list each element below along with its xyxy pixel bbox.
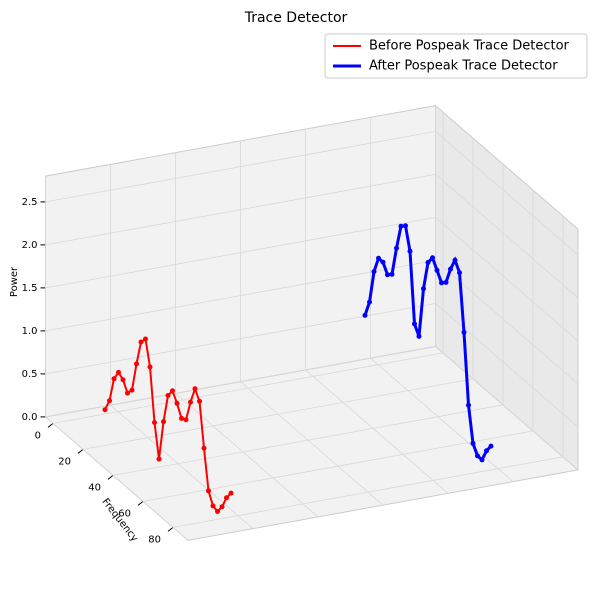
- point: [156, 456, 162, 462]
- point: [192, 386, 198, 392]
- point: [165, 393, 171, 398]
- point: [416, 333, 422, 339]
- x-tick-label: 80: [148, 534, 161, 545]
- point: [138, 339, 144, 345]
- y-axis-label: Power: [9, 266, 20, 297]
- y-tick-label: 0.5: [22, 369, 38, 380]
- point: [183, 417, 189, 423]
- point: [389, 271, 395, 277]
- x-tick-label: 60: [118, 508, 131, 519]
- y-tick-label: 1.5: [22, 283, 38, 294]
- point: [452, 257, 458, 263]
- legend-box: [324, 33, 588, 79]
- point: [174, 400, 180, 406]
- point: [152, 420, 157, 425]
- point: [407, 248, 413, 254]
- chart-title: Trace Detector: [244, 10, 348, 26]
- depth-grid-line: [175, 152, 319, 518]
- point: [479, 457, 485, 463]
- point: [179, 415, 184, 421]
- legend-label: Before Pospeak Trace Detector: [369, 39, 570, 54]
- x-tick: [167, 527, 174, 532]
- x-tick-label: 40: [88, 482, 101, 493]
- point: [448, 266, 453, 272]
- y-tick-label: 2.5: [22, 197, 38, 208]
- depth-grid-line: [45, 176, 189, 541]
- point: [439, 280, 444, 286]
- y-tick-label: 0.0: [22, 412, 38, 423]
- point: [147, 364, 153, 370]
- point: [143, 336, 148, 342]
- point: [362, 312, 368, 318]
- point: [125, 390, 130, 396]
- point: [434, 267, 440, 273]
- point: [228, 490, 234, 496]
- point: [201, 445, 207, 451]
- point: [475, 453, 480, 459]
- point: [111, 376, 117, 382]
- point: [394, 245, 399, 251]
- point: [206, 488, 211, 494]
- point: [488, 443, 494, 449]
- depth-grid-line: [370, 117, 514, 482]
- depth-grid-line: [110, 164, 254, 529]
- depth-grid-line: [305, 129, 449, 494]
- point: [197, 398, 202, 404]
- x-tick: [107, 475, 114, 480]
- point: [210, 503, 216, 509]
- x-axis-label: Frequency: [99, 497, 140, 545]
- point: [129, 387, 135, 393]
- x-tick: [137, 501, 144, 506]
- point: [470, 440, 476, 446]
- point: [430, 255, 435, 261]
- y-tick-label: 2.0: [22, 240, 38, 251]
- point: [371, 269, 377, 275]
- point: [102, 407, 108, 413]
- point: [421, 286, 426, 292]
- point: [161, 419, 166, 425]
- point: [412, 321, 417, 327]
- point: [215, 509, 220, 514]
- point: [466, 402, 471, 408]
- point: [219, 504, 225, 510]
- x-tick-label: 0: [35, 430, 41, 441]
- point: [457, 270, 462, 276]
- point: [484, 448, 489, 454]
- point: [170, 388, 175, 394]
- legend-label: After Pospeak Trace Detector: [369, 59, 558, 74]
- depth-grid-line: [435, 105, 579, 471]
- point: [116, 369, 121, 375]
- x-tick-label: 20: [58, 456, 71, 467]
- point: [224, 495, 229, 501]
- point: [425, 260, 431, 265]
- point: [107, 398, 112, 404]
- point: [385, 272, 390, 278]
- point: [134, 361, 139, 367]
- point: [120, 377, 126, 383]
- y-tick-label: 1.0: [22, 326, 38, 337]
- x-tick: [77, 449, 84, 454]
- point: [188, 399, 193, 405]
- point: [380, 259, 386, 265]
- point: [367, 299, 372, 305]
- depth-grid-line: [240, 140, 384, 506]
- point: [376, 255, 381, 261]
- point: [403, 223, 408, 229]
- x-tick: [47, 423, 54, 428]
- point: [443, 279, 449, 285]
- point: [398, 223, 404, 229]
- point: [461, 329, 467, 335]
